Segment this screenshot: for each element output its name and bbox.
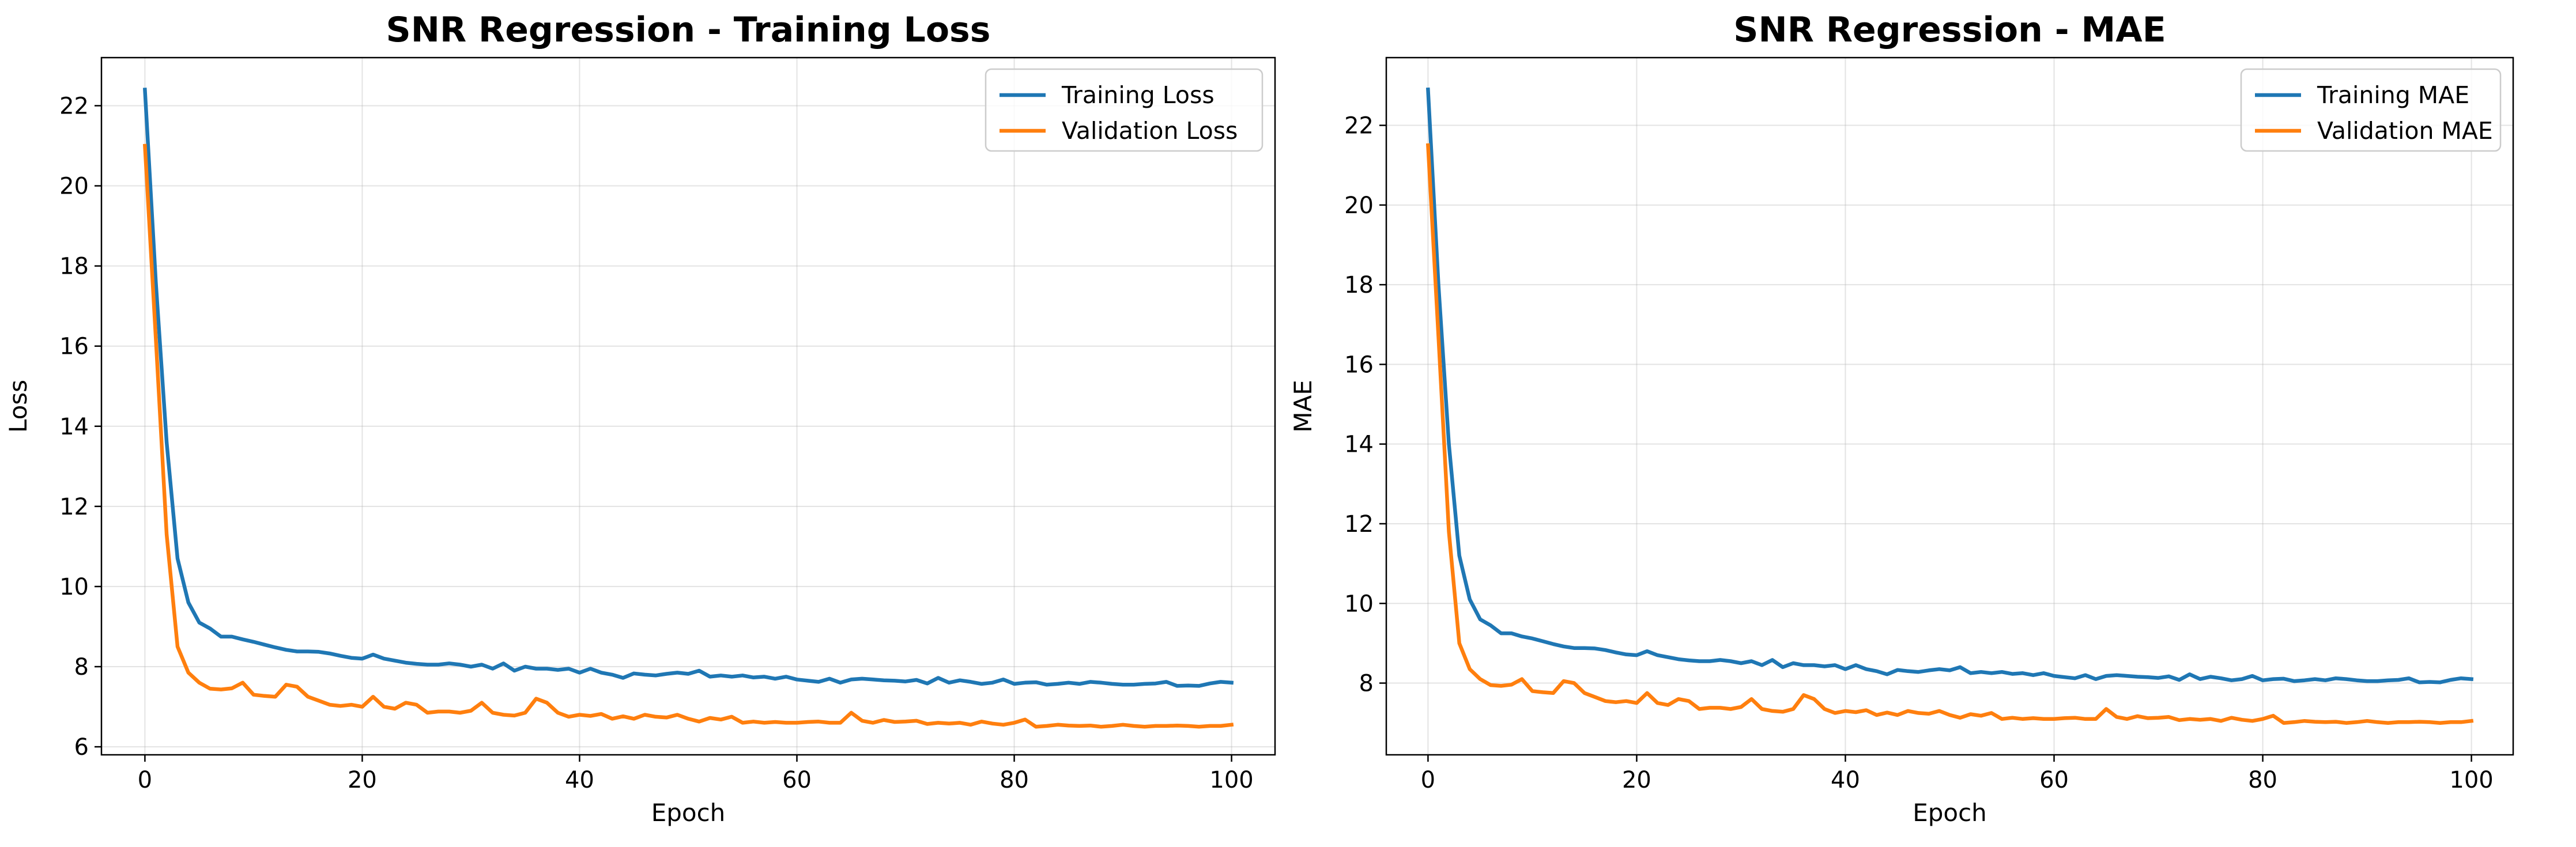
legend-box (985, 68, 1264, 152)
chart-title: SNR Regression - Training Loss (386, 10, 991, 50)
y-axis-label: Loss (4, 380, 32, 433)
y-tick-label: 10 (1344, 591, 1374, 617)
legend-box (2240, 68, 2502, 152)
y-tick-label: 8 (74, 654, 89, 680)
y-tick-label: 16 (1344, 351, 1374, 378)
axes-frame (100, 56, 1276, 756)
mae-chart: 0 20 40 60 80 100 8 10 12 14 16 18 20 22 SNR Regressio… (1289, 10, 2514, 827)
x-tick-label: 40 (1831, 767, 1860, 793)
y-tick-label: 22 (59, 93, 89, 119)
y-tick-label: 14 (1344, 432, 1374, 458)
x-tick-label: 60 (782, 767, 812, 793)
x-tick-label: 80 (2248, 767, 2277, 793)
y-tick-label: 18 (59, 254, 89, 280)
y-axis-label: MAE (1289, 380, 1317, 433)
y-tick-label: 12 (59, 494, 89, 520)
y-tick-label: 10 (59, 574, 89, 600)
y-tick-label: 12 (1344, 511, 1374, 538)
x-tick-label: 80 (1000, 767, 1029, 793)
series-line-validation (1425, 143, 2474, 725)
x-tick-label: 20 (1622, 767, 1651, 793)
x-tick-label: 100 (1209, 767, 1253, 793)
legend: Training Loss Validation Loss (985, 68, 1264, 152)
x-tick-label: 40 (565, 767, 594, 793)
x-tick-label: 60 (2039, 767, 2069, 793)
x-axis-label: Epoch (651, 799, 726, 827)
y-tick-label: 22 (1344, 113, 1374, 139)
legend-label: Training MAE (2317, 81, 2469, 109)
legend: Training MAE Validation MAE (2240, 68, 2502, 152)
y-tick-label: 20 (59, 173, 89, 200)
y-tick-label: 16 (59, 334, 89, 360)
y-tick-label: 14 (59, 414, 89, 440)
x-tick-label: 100 (2449, 767, 2493, 793)
axes-frame (1385, 56, 2514, 756)
series-line-training (1425, 87, 2474, 685)
series-line-training (142, 88, 1234, 688)
y-tick-label: 20 (1344, 192, 1374, 219)
chart-title: SNR Regression - MAE (1733, 10, 2166, 50)
y-tick-label: 8 (1359, 671, 1374, 697)
legend-label: Training Loss (1061, 81, 1215, 109)
x-tick-label: 0 (1421, 767, 1435, 793)
series-line-validation (142, 143, 1234, 729)
x-axis-label: Epoch (1913, 799, 1987, 827)
y-tick-label: 18 (1344, 272, 1374, 298)
y-tick-label: 6 (74, 734, 89, 761)
legend-label: Validation Loss (1062, 117, 1238, 145)
x-tick-label: 20 (348, 767, 377, 793)
loss-chart: 0 20 40 60 80 100 6 8 10 12 14 16 18 20 22 SNR Regressi… (4, 10, 1276, 827)
legend-label: Validation MAE (2317, 117, 2493, 145)
x-tick-label: 0 (138, 767, 152, 793)
